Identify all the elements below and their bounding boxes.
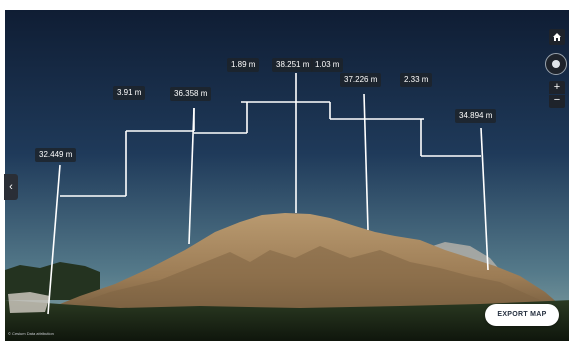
frame-top: [0, 0, 572, 10]
measurement-label-3: 36.358 m: [170, 87, 212, 101]
export-map-button[interactable]: EXPORT MAP: [485, 304, 559, 326]
frame-right: [569, 0, 572, 341]
measurement-label-5: 38.251 m: [272, 58, 314, 72]
height-line-2: [188, 107, 195, 245]
home-button[interactable]: [549, 29, 565, 45]
measurement-label-4: 1.89 m: [227, 58, 260, 72]
height-line-1: [47, 164, 61, 315]
height-line-5: [480, 127, 489, 271]
height-line-4: [363, 93, 369, 231]
measurement-label-9: 34.894 m: [455, 109, 497, 123]
foreground-ground: [5, 300, 572, 341]
zoom-in-button[interactable]: +: [549, 81, 565, 94]
measurement-label-6: 1.03 m: [311, 58, 344, 72]
home-icon: [553, 33, 561, 41]
side-panel-toggle[interactable]: ‹: [4, 174, 18, 200]
stockpile-shadow: [60, 246, 555, 318]
measurement-label-1: 32.449 m: [35, 148, 77, 162]
frame-left: [0, 0, 5, 341]
left-trees: [5, 262, 100, 300]
measurement-lines: [47, 73, 489, 315]
measurement-label-7: 37.226 m: [340, 73, 382, 87]
measurement-label-8: 2.33 m: [400, 73, 433, 87]
zoom-out-button[interactable]: −: [549, 95, 565, 108]
compass-icon: [552, 60, 560, 68]
gravel-patch: [8, 292, 50, 313]
map-attribution: © Cesium Data attribution: [8, 331, 54, 336]
measurement-label-2: 3.91 m: [113, 86, 146, 100]
compass-button[interactable]: [545, 53, 567, 75]
